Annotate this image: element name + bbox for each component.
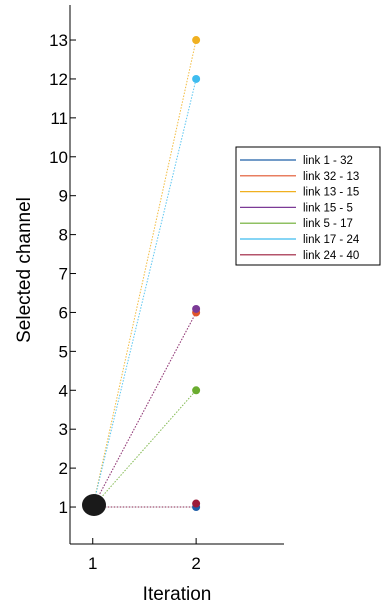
y-tick-label: 9	[59, 187, 68, 206]
legend-label: link 24 - 40	[303, 250, 359, 262]
legend-label: link 17 - 24	[303, 234, 360, 246]
legend-label: link 15 - 5	[303, 202, 353, 214]
y-tick-label: 6	[59, 303, 68, 322]
legend-label: link 1 - 32	[303, 155, 353, 167]
y-tick-label: 2	[59, 459, 68, 478]
y-tick-label: 12	[49, 70, 68, 89]
series-point	[192, 499, 201, 508]
series-point	[192, 36, 201, 45]
legend-label: link 13 - 15	[303, 187, 359, 199]
start-cluster-marker	[82, 494, 106, 516]
series-lines	[92, 39, 197, 508]
series-point	[192, 74, 201, 83]
y-tick-label: 3	[59, 420, 68, 439]
y-tick-label: 7	[59, 265, 68, 284]
y-tick-label: 13	[49, 31, 68, 50]
y-tick-label: 11	[50, 109, 68, 128]
series-line	[92, 312, 197, 508]
y-tick-label: 1	[59, 498, 68, 517]
series-point	[192, 386, 201, 395]
series-point	[192, 304, 201, 313]
y-tick-label: 4	[59, 381, 68, 400]
series-line	[92, 389, 197, 508]
y-tick-label: 10	[49, 148, 68, 167]
legend-label: link 5 - 17	[303, 218, 353, 230]
series-line	[92, 39, 197, 508]
legend-box	[235, 146, 381, 266]
legend: link 1 - 32 link 32 - 13 link 13 - 15 link …	[235, 146, 381, 266]
series-points	[192, 36, 201, 512]
x-axis-title: Iteration	[143, 584, 212, 605]
legend-label: link 32 - 13	[303, 171, 359, 183]
y-axis-title: Selected channel	[14, 197, 35, 343]
x-tick-label: 2	[191, 554, 200, 573]
y-tick-label: 8	[59, 226, 68, 245]
x-tick-label: 1	[88, 554, 97, 573]
y-tick-label: 5	[59, 342, 68, 361]
series-line	[92, 78, 197, 508]
